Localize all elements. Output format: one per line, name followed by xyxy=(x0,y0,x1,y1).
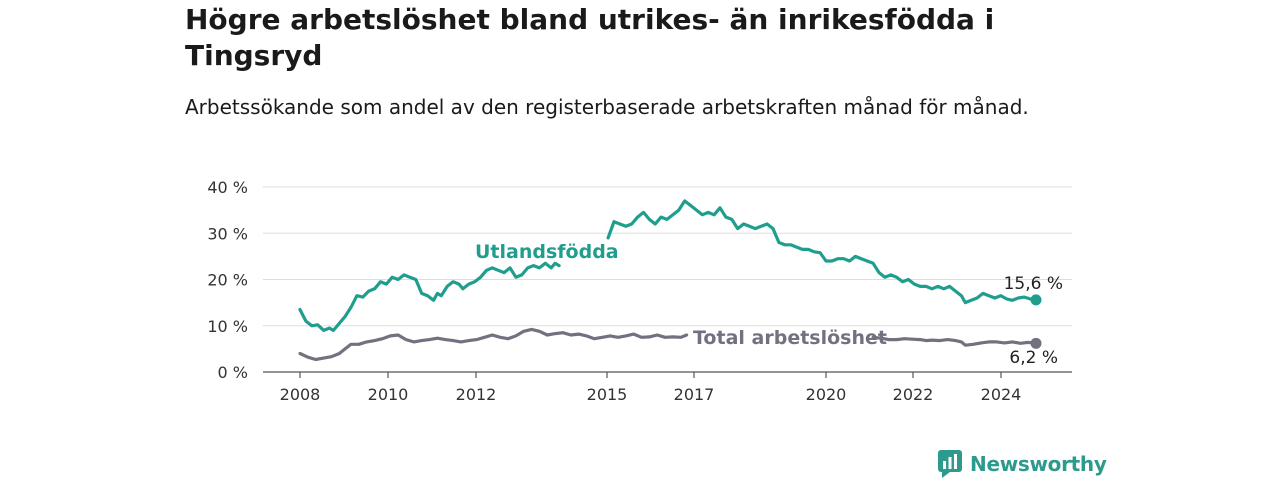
end-value-label: 6,2 % xyxy=(1009,348,1058,368)
newsworthy-logo: Newsworthy xyxy=(938,448,1107,480)
x-tick-label: 2015 xyxy=(587,385,628,404)
series-line-1 xyxy=(871,335,1038,347)
series-line-0 xyxy=(298,261,561,332)
series-end-point-0 xyxy=(1030,294,1042,306)
x-tick-label: 2024 xyxy=(981,385,1022,404)
x-tick-label: 2008 xyxy=(280,385,321,404)
series-end-point-1 xyxy=(1030,337,1042,349)
series-label-total: Total arbetslöshet xyxy=(693,327,887,349)
series-line-1 xyxy=(298,327,689,362)
series-label-utlandsfodda: Utlandsfödda xyxy=(475,241,619,263)
y-tick-label: 20 % xyxy=(207,271,248,290)
x-tick-label: 2022 xyxy=(893,385,934,404)
chart-title: Högre arbetslöshet bland utrikes- än inr… xyxy=(185,3,995,72)
x-tick-label: 2020 xyxy=(806,385,847,404)
end-value-label: 15,6 % xyxy=(1004,274,1063,294)
x-tick-label: 2010 xyxy=(368,385,409,404)
x-tick-label: 2012 xyxy=(456,385,497,404)
y-tick-label: 40 % xyxy=(207,178,248,197)
y-tick-label: 0 % xyxy=(218,363,248,382)
y-tick-label: 30 % xyxy=(207,224,248,243)
x-tick-label: 2017 xyxy=(674,385,715,404)
newsworthy-logo-icon xyxy=(938,450,962,478)
brand-name: Newsworthy xyxy=(970,452,1107,476)
chart-subtitle: Arbetssökande som andel av den registerb… xyxy=(185,95,1029,119)
series-line-0 xyxy=(606,199,1038,305)
y-tick-label: 10 % xyxy=(207,317,248,336)
